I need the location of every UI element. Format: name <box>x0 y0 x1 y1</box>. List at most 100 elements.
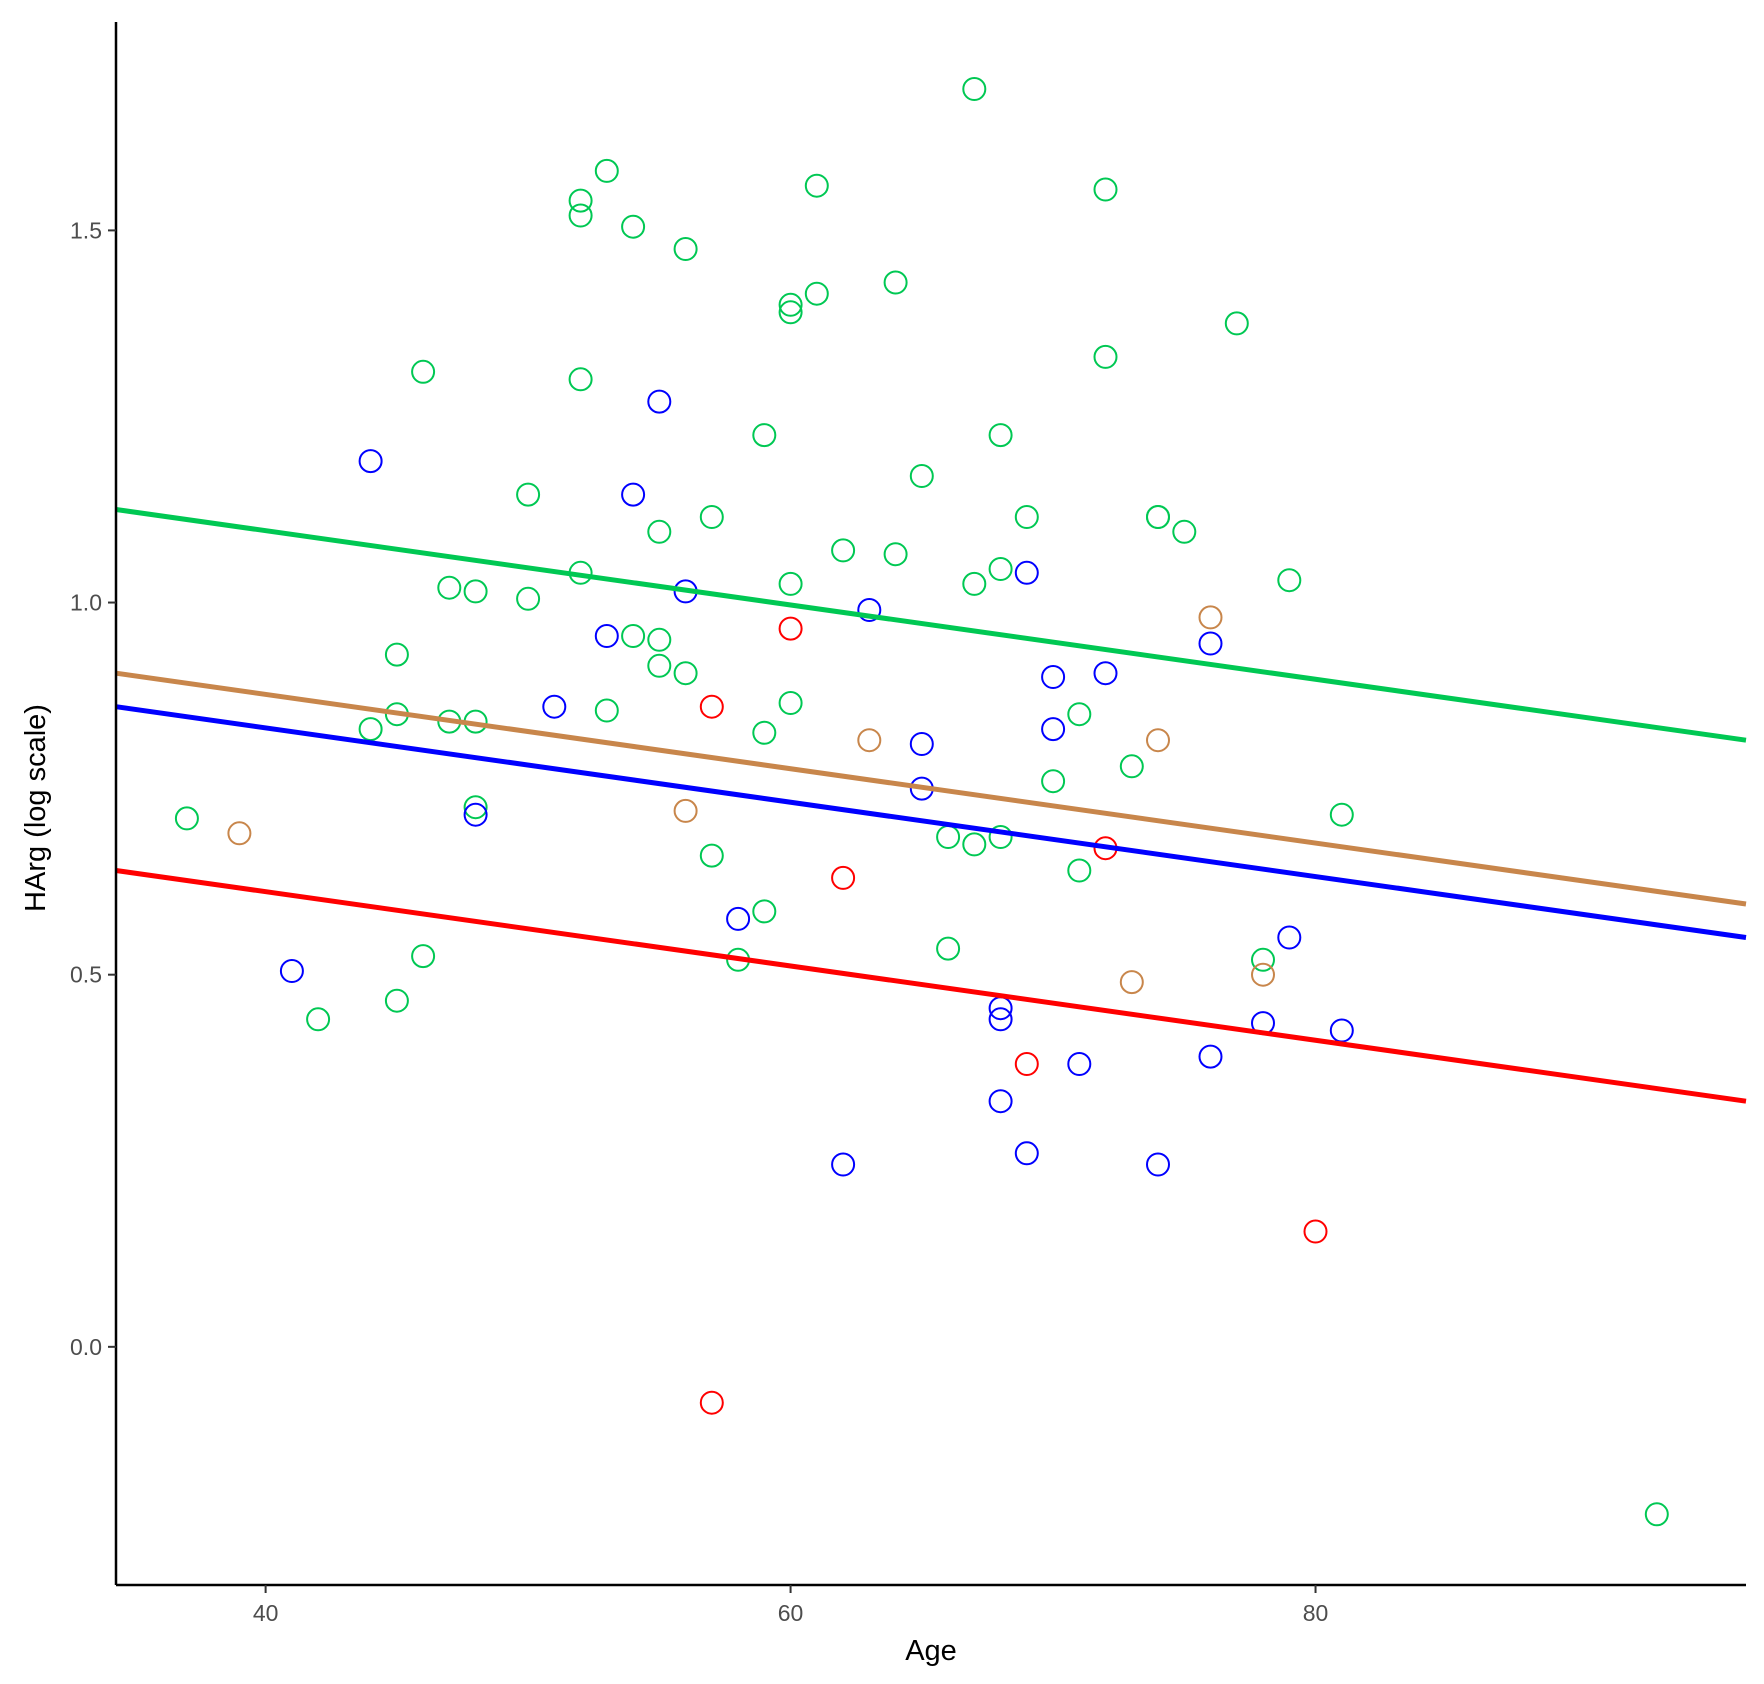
data-point <box>1198 1044 1223 1069</box>
data-point <box>1014 1141 1039 1166</box>
data-point <box>1198 605 1223 630</box>
data-point <box>1014 560 1039 585</box>
ticks-layer: 40 60 80 0.0 0.5 1.0 1.5 <box>70 217 1328 1626</box>
data-point <box>621 214 646 239</box>
data-point <box>1119 754 1144 779</box>
data-point <box>1644 1502 1669 1527</box>
data-point <box>1251 947 1275 972</box>
x-tick-label: 80 <box>1303 1600 1329 1626</box>
data-point <box>699 1390 724 1415</box>
data-point <box>909 732 934 756</box>
data-point <box>988 825 1013 849</box>
data-point <box>962 571 987 596</box>
data-point <box>699 505 724 529</box>
data-point <box>1277 925 1302 950</box>
data-point <box>306 1007 331 1032</box>
data-point <box>1146 505 1170 529</box>
data-point <box>673 237 698 261</box>
data-point <box>358 449 383 474</box>
data-point <box>358 717 383 742</box>
data-point <box>804 173 829 198</box>
y-tick-label: 1.0 <box>70 590 102 616</box>
data-point <box>857 728 882 753</box>
x-axis-title: Age <box>905 1635 957 1667</box>
data-point <box>542 694 567 719</box>
axes-layer <box>114 22 1746 1587</box>
data-point <box>962 77 987 101</box>
data-point <box>699 843 724 868</box>
data-point <box>778 292 803 317</box>
fit-line <box>115 704 1747 940</box>
data-point <box>831 1152 856 1177</box>
data-point <box>647 519 672 544</box>
data-point <box>752 423 777 448</box>
data-point <box>1277 568 1302 593</box>
data-point <box>1146 728 1170 753</box>
data-point <box>1172 519 1197 544</box>
data-point <box>673 661 698 686</box>
data-point <box>1146 1152 1170 1177</box>
data-point <box>804 281 829 306</box>
data-point <box>936 825 961 849</box>
data-point <box>1041 769 1066 794</box>
data-point <box>752 899 777 924</box>
data-point <box>1014 1052 1039 1076</box>
fit-line <box>115 507 1747 743</box>
data-point <box>1329 802 1354 827</box>
data-point <box>621 624 646 648</box>
data-point <box>411 944 436 969</box>
data-point <box>437 575 462 600</box>
data-point <box>1224 311 1249 336</box>
data-point <box>752 720 777 745</box>
data-point <box>1303 1219 1328 1244</box>
data-point <box>463 579 488 604</box>
data-point <box>778 691 803 715</box>
data-point <box>988 1089 1013 1114</box>
data-point <box>568 188 593 213</box>
data-point <box>568 203 593 228</box>
data-point <box>1041 665 1066 689</box>
y-tick-label: 0.5 <box>70 962 102 988</box>
y-axis-title: HArg (log scale) <box>20 704 52 912</box>
data-point <box>568 367 593 392</box>
data-point <box>962 832 987 857</box>
data-point <box>174 806 199 831</box>
data-point <box>988 1007 1013 1032</box>
data-point <box>384 988 409 1013</box>
data-point <box>647 389 672 414</box>
data-point <box>1329 1018 1354 1043</box>
data-point <box>883 542 908 567</box>
fit-line <box>115 670 1747 907</box>
data-point <box>1067 858 1092 883</box>
data-point <box>909 464 934 488</box>
data-point <box>1093 177 1118 202</box>
x-tick-label: 60 <box>778 1600 804 1626</box>
data-point <box>831 865 856 890</box>
data-point <box>594 624 619 648</box>
data-point <box>463 795 488 820</box>
data-point <box>883 270 908 295</box>
data-point <box>1067 1052 1092 1076</box>
data-point <box>411 359 436 384</box>
data-point <box>594 698 619 723</box>
data-point <box>699 694 724 719</box>
y-tick-label: 0.0 <box>70 1334 102 1360</box>
data-point <box>1093 344 1118 369</box>
data-point <box>778 300 803 325</box>
fit-lines-layer <box>115 507 1747 1104</box>
data-point <box>594 158 619 183</box>
data-point <box>1067 702 1092 727</box>
data-point <box>463 802 488 827</box>
data-point <box>647 627 672 652</box>
data-point <box>1198 631 1223 656</box>
data-point <box>516 586 541 611</box>
data-point <box>384 642 409 667</box>
x-tick-label: 40 <box>253 1600 279 1626</box>
data-point <box>988 557 1013 581</box>
points-layer <box>174 77 1669 1527</box>
data-point <box>1014 505 1039 529</box>
data-point <box>516 482 541 507</box>
data-point <box>1093 661 1118 686</box>
data-point <box>857 598 882 622</box>
